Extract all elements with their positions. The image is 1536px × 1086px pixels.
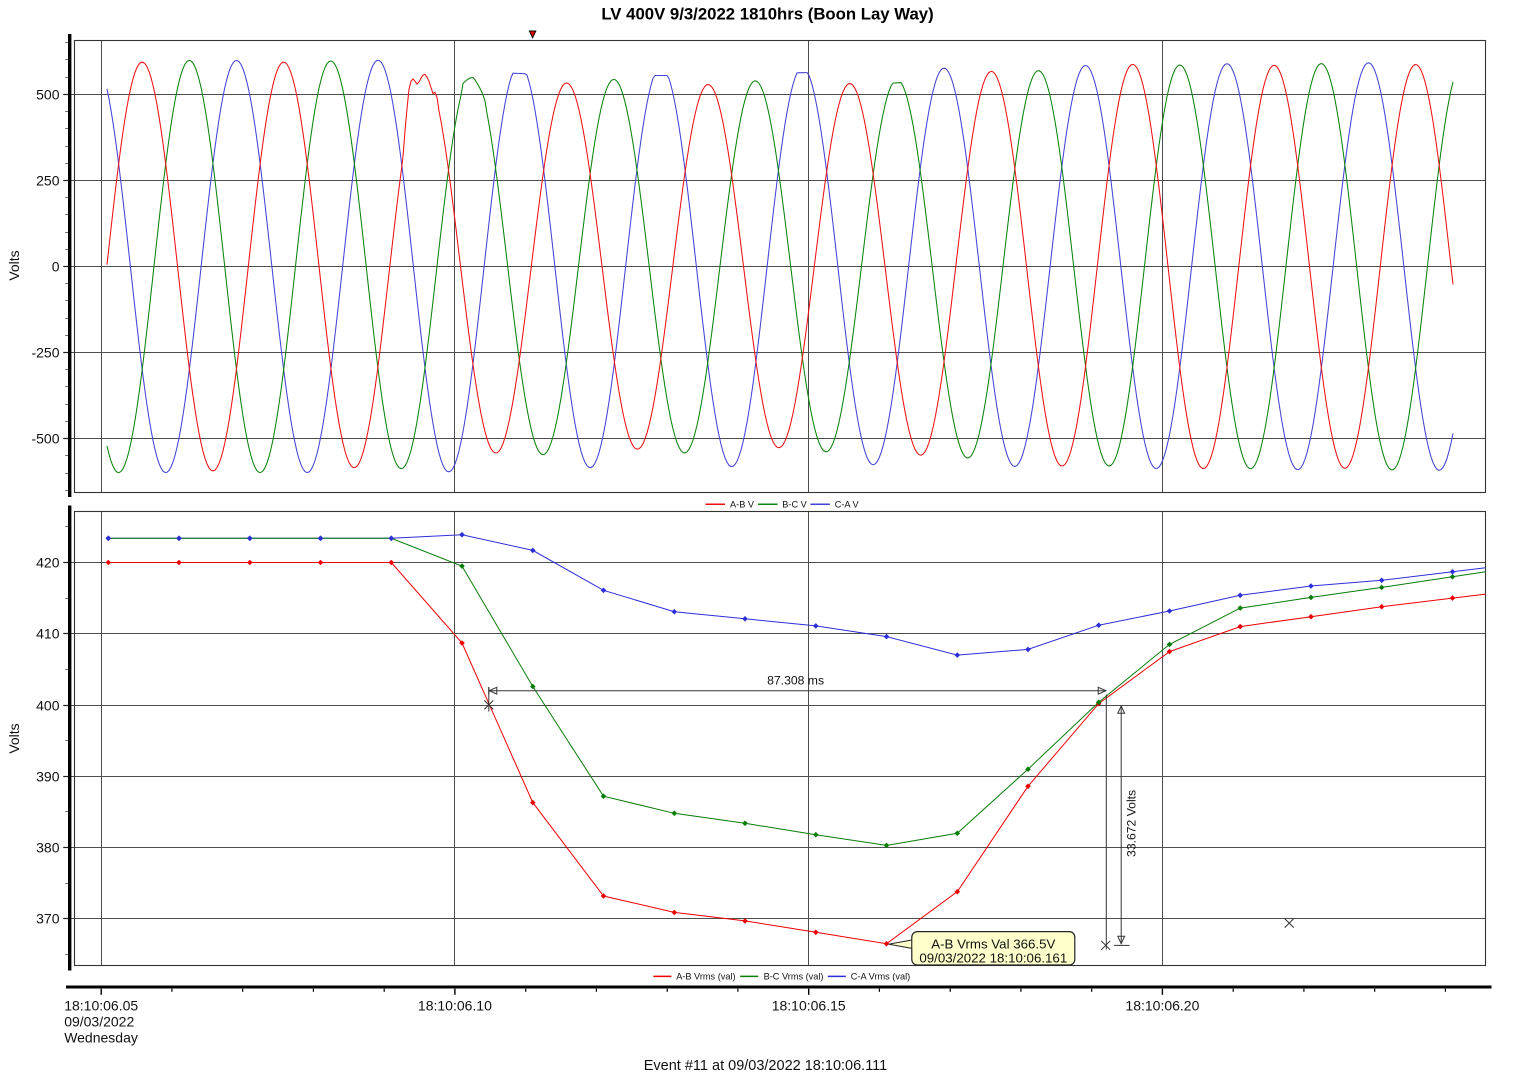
svg-text:-500: -500: [31, 430, 59, 446]
svg-text:500: 500: [36, 86, 60, 102]
svg-text:Volts: Volts: [6, 250, 22, 280]
svg-text:400: 400: [36, 697, 60, 713]
svg-text:LV 400V 9/3/2022 1810hrs (Boon: LV 400V 9/3/2022 1810hrs (Boon Lay Way): [601, 5, 933, 24]
svg-text:18:10:06.15: 18:10:06.15: [772, 998, 846, 1014]
svg-text:B-C Vrms (val): B-C Vrms (val): [764, 972, 824, 982]
svg-text:390: 390: [36, 768, 60, 784]
svg-text:410: 410: [36, 625, 60, 641]
svg-text:C-A Vrms (val): C-A Vrms (val): [851, 972, 910, 982]
svg-text:B-C V: B-C V: [782, 500, 807, 510]
svg-text:250: 250: [36, 172, 60, 188]
svg-text:33.672 Volts: 33.672 Volts: [1125, 790, 1139, 857]
svg-text:18:10:06.10: 18:10:06.10: [418, 998, 492, 1014]
svg-text:C-A V: C-A V: [835, 500, 860, 510]
svg-text:370: 370: [36, 910, 60, 926]
svg-text:Volts: Volts: [6, 723, 22, 753]
svg-text:Wednesday: Wednesday: [64, 1030, 138, 1046]
svg-text:A-B V: A-B V: [730, 500, 755, 510]
svg-text:09/03/2022 18:10:06.161: 09/03/2022 18:10:06.161: [919, 951, 1067, 966]
svg-text:18:10:06.20: 18:10:06.20: [1125, 998, 1199, 1014]
svg-text:380: 380: [36, 839, 60, 855]
svg-text:A-B Vrms Val 366.5V: A-B Vrms Val 366.5V: [931, 936, 1055, 951]
svg-text:A-B Vrms (val): A-B Vrms (val): [676, 972, 735, 982]
svg-text:09/03/2022: 09/03/2022: [64, 1014, 134, 1030]
svg-text:18:10:06.05: 18:10:06.05: [64, 998, 138, 1014]
svg-text:-250: -250: [31, 344, 59, 360]
svg-text:87.308 ms: 87.308 ms: [767, 674, 824, 688]
svg-text:Event #11 at 09/03/2022 18:10:: Event #11 at 09/03/2022 18:10:06.111: [644, 1058, 887, 1074]
svg-text:420: 420: [36, 554, 60, 570]
svg-text:0: 0: [52, 258, 60, 274]
